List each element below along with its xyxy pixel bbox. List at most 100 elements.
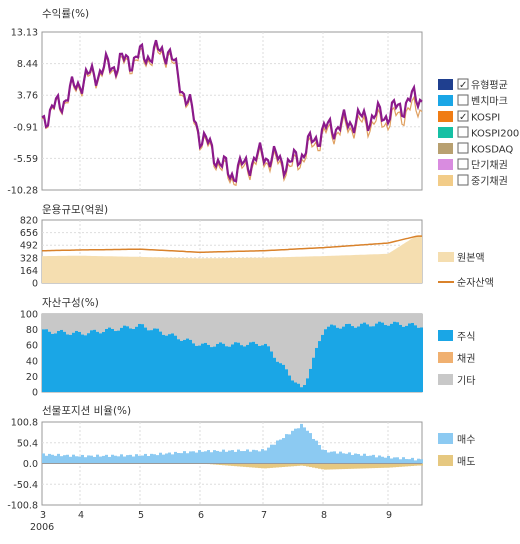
bar-sell <box>402 463 405 467</box>
legend-label: 매도 <box>457 456 475 468</box>
legend-label: KOSPI200 <box>471 129 519 140</box>
bar-sell <box>219 463 222 465</box>
bar-sell <box>375 463 378 469</box>
bar-stock <box>381 322 384 392</box>
bar-buy <box>135 454 138 464</box>
bar-other <box>303 314 306 385</box>
bar-other <box>288 314 291 376</box>
bar-other <box>372 314 375 327</box>
legend-swatch <box>438 79 453 90</box>
bar-stock <box>150 330 153 392</box>
legend-swatch <box>438 111 453 122</box>
bar-other <box>90 314 93 331</box>
bar-stock <box>303 384 306 392</box>
bar-other <box>210 314 213 348</box>
bar-sell <box>387 463 390 468</box>
bar-buy <box>333 451 336 464</box>
bar-other <box>123 314 126 326</box>
bar-buy <box>258 451 261 464</box>
y-tick-label: 80 <box>26 325 38 336</box>
bar-stock <box>204 342 207 392</box>
bar-other <box>165 314 168 336</box>
y-tick-label: 0 <box>32 388 38 399</box>
bar-buy <box>114 455 117 464</box>
bar-stock <box>111 328 114 392</box>
bar-buy <box>408 459 411 464</box>
bar-sell <box>363 463 366 469</box>
bar-stock <box>123 325 126 392</box>
bar-sell <box>384 463 387 468</box>
bar-other <box>189 314 192 340</box>
bar-sell <box>288 463 291 467</box>
bar-other <box>270 314 273 352</box>
bar-other <box>150 314 153 331</box>
futures-title: 선물포지션 비율(%) <box>42 405 131 417</box>
bar-buy <box>381 456 384 464</box>
bar-stock <box>300 387 303 392</box>
bar-other <box>141 314 144 325</box>
bar-stock <box>51 333 54 392</box>
legend-label: 채권 <box>457 353 475 365</box>
bar-other <box>354 314 357 328</box>
bar-buy <box>192 451 195 464</box>
bar-sell <box>312 463 315 468</box>
bar-other <box>126 314 129 327</box>
bar-stock <box>117 330 120 392</box>
bar-stock <box>309 368 312 392</box>
bar-stock <box>165 335 168 392</box>
bar-other <box>111 314 114 329</box>
bar-other <box>249 314 252 343</box>
x-axis: 3 4 5 6 7 8 9 <box>40 510 392 521</box>
bar-buy <box>222 449 225 464</box>
bar-buy <box>411 457 414 464</box>
bar-buy <box>312 438 315 464</box>
bar-buy <box>339 451 342 464</box>
bar-other <box>96 314 99 332</box>
x-tick-label: 7 <box>261 510 267 521</box>
bar-sell <box>321 463 324 470</box>
bar-stock <box>342 326 345 392</box>
bar-buy <box>231 450 234 464</box>
bar-buy <box>270 444 273 464</box>
bar-stock <box>363 322 366 392</box>
bar-stock <box>408 323 411 392</box>
bar-sell <box>378 463 381 468</box>
y-tick-label: -5.59 <box>13 154 38 165</box>
bar-other <box>390 314 393 324</box>
bar-other <box>180 314 183 341</box>
bar-sell <box>420 463 423 466</box>
bar-stock <box>276 361 279 392</box>
bar-buy <box>69 456 72 464</box>
bar-sell <box>306 463 309 467</box>
bar-stock <box>393 321 396 392</box>
bar-buy <box>267 447 270 464</box>
bar-buy <box>255 450 258 464</box>
bar-buy <box>294 428 297 464</box>
bar-buy <box>93 456 96 464</box>
y-tick-label: 328 <box>20 253 38 264</box>
bar-buy <box>234 451 237 464</box>
bar-stock <box>183 339 186 392</box>
legend-checkbox <box>457 110 469 122</box>
bar-other <box>162 314 165 335</box>
bar-buy <box>84 457 87 464</box>
bar-other <box>387 314 390 326</box>
legend-swatch <box>438 95 453 106</box>
legend-label: 단기채권 <box>471 160 508 172</box>
bar-other <box>204 314 207 343</box>
returns-title: 수익률(%) <box>42 8 89 20</box>
bar-sell <box>339 463 342 470</box>
bar-sell <box>405 463 408 467</box>
bar-other <box>81 314 84 335</box>
bar-buy <box>60 456 63 464</box>
y-tick-label: 492 <box>20 241 38 252</box>
bar-sell <box>252 463 255 468</box>
bar-stock <box>213 346 216 392</box>
bar-stock <box>138 323 141 392</box>
y-tick-label: 3.76 <box>17 91 38 102</box>
bar-sell <box>225 463 228 466</box>
bar-stock <box>324 329 327 392</box>
legend-label: KOSPI <box>471 113 500 124</box>
bar-buy <box>72 454 75 464</box>
